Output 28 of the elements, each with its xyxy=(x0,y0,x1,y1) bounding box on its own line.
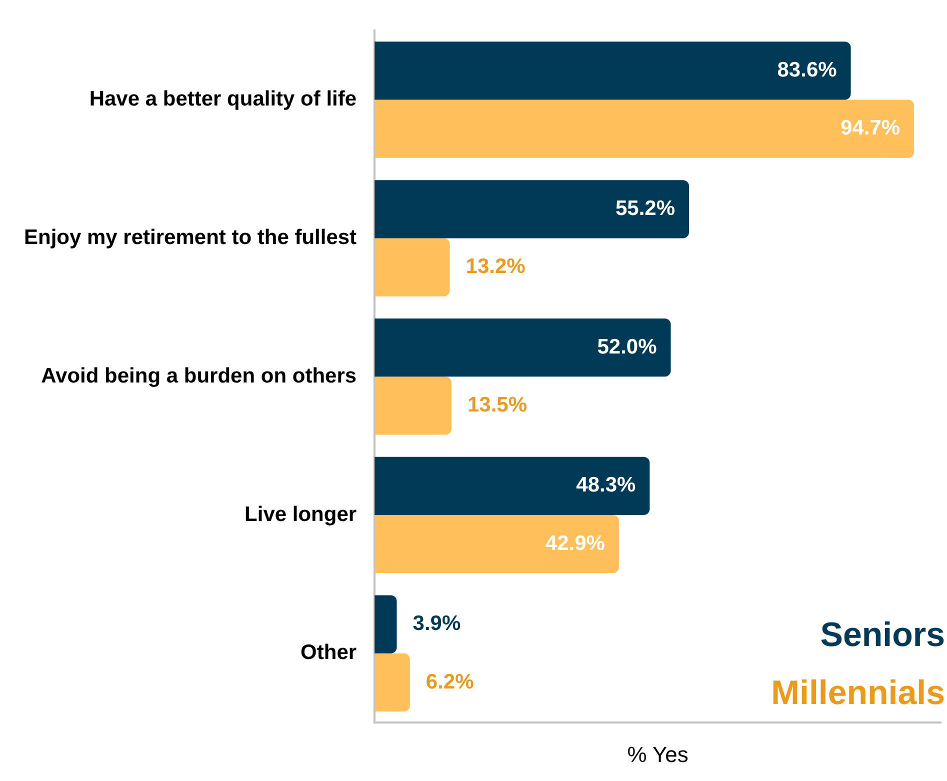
bar xyxy=(374,653,410,712)
y-tick-label: Have a better quality of life xyxy=(89,88,357,111)
data-label: 55.2% xyxy=(615,196,676,220)
bar xyxy=(374,376,452,435)
data-label: 52.0% xyxy=(597,335,658,358)
data-label: 83.6% xyxy=(777,58,838,82)
bar xyxy=(374,456,650,515)
data-label: 6.2% xyxy=(426,670,474,694)
bar xyxy=(374,100,914,158)
text: Millennials xyxy=(771,674,945,712)
bar xyxy=(374,180,690,238)
text: Seniors xyxy=(820,616,945,654)
data-label: 48.3% xyxy=(576,474,636,497)
data-label: 42.9% xyxy=(545,532,606,555)
bar xyxy=(374,318,671,377)
y-tick-label: Other xyxy=(300,641,357,664)
y-tick-label: Avoid being a burden on others xyxy=(41,364,357,388)
bar xyxy=(374,595,397,654)
bar xyxy=(374,515,619,574)
y-tick-label: Enjoy my retirement to the fullest xyxy=(24,226,357,249)
bar xyxy=(374,42,851,100)
data-label: 3.9% xyxy=(412,612,461,636)
data-label: 13.5% xyxy=(467,393,528,416)
bar xyxy=(374,238,450,296)
y-tick-label: Live longer xyxy=(244,502,357,526)
data-label: 94.7% xyxy=(840,116,900,140)
data-label: 13.2% xyxy=(466,255,526,278)
x-axis-title: % Yes xyxy=(627,742,688,767)
